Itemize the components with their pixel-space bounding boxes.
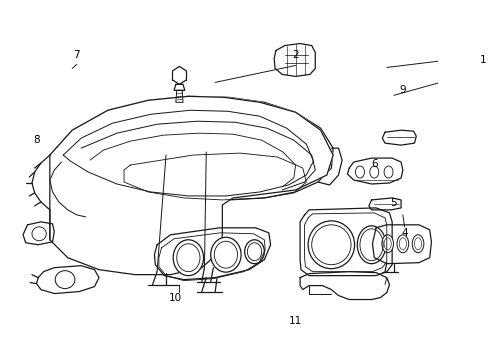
Text: 1: 1 — [479, 55, 486, 66]
Ellipse shape — [244, 240, 264, 264]
Ellipse shape — [411, 235, 423, 253]
Polygon shape — [154, 228, 270, 280]
Text: 10: 10 — [168, 293, 181, 302]
Text: 7: 7 — [73, 50, 80, 60]
Polygon shape — [50, 96, 332, 200]
Text: 6: 6 — [370, 159, 377, 169]
Text: 2: 2 — [292, 50, 298, 60]
Text: 8: 8 — [33, 135, 40, 145]
Polygon shape — [382, 130, 415, 145]
Text: 9: 9 — [399, 85, 406, 95]
Ellipse shape — [210, 237, 241, 272]
Polygon shape — [37, 266, 99, 293]
Polygon shape — [372, 225, 430, 264]
Ellipse shape — [396, 235, 408, 253]
Polygon shape — [300, 272, 388, 300]
Polygon shape — [23, 222, 54, 245]
Ellipse shape — [307, 221, 354, 269]
Polygon shape — [300, 208, 391, 276]
Polygon shape — [174, 84, 184, 90]
Text: 11: 11 — [288, 316, 302, 327]
Ellipse shape — [173, 240, 203, 276]
Polygon shape — [347, 158, 402, 184]
Polygon shape — [50, 96, 332, 275]
Polygon shape — [274, 44, 315, 76]
Text: 5: 5 — [390, 198, 396, 208]
Polygon shape — [176, 90, 183, 102]
Ellipse shape — [357, 226, 385, 264]
Text: 4: 4 — [401, 228, 407, 238]
Ellipse shape — [381, 235, 393, 253]
Polygon shape — [368, 198, 400, 210]
